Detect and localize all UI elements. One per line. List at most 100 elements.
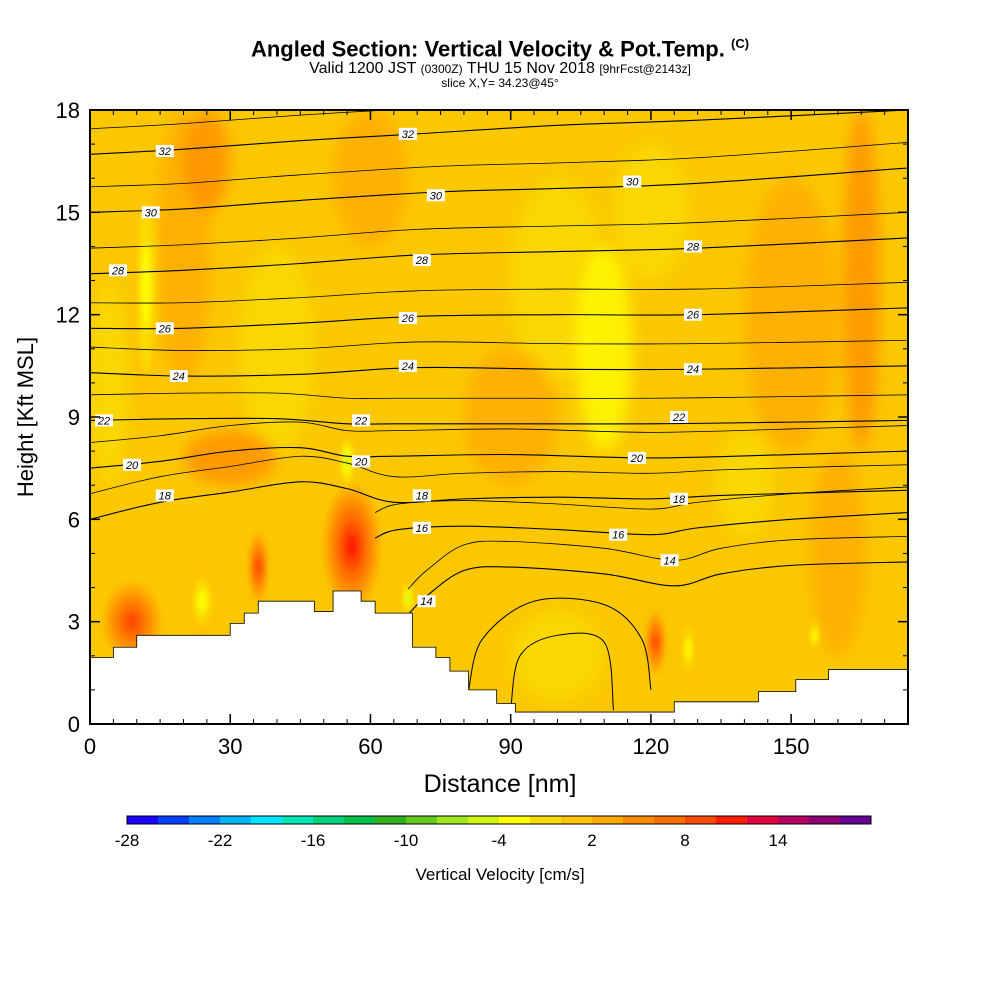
valid-date: THU 15 Nov 2018 <box>466 60 595 77</box>
label-box <box>155 322 174 335</box>
isentrope-22 <box>90 417 908 425</box>
colorbar-swatch <box>561 816 593 824</box>
isentrope-minor <box>90 392 908 400</box>
label-text: 26 <box>158 323 172 335</box>
isentrope-minor <box>90 211 908 249</box>
label-text: 16 <box>612 530 625 542</box>
label-text: 32 <box>402 129 414 141</box>
colorbar-swatch <box>406 816 438 824</box>
y-tick-label: 12 <box>56 303 80 328</box>
x-tick-label: 150 <box>773 734 810 759</box>
y-tick-label: 0 <box>68 712 80 737</box>
isentrope-18 <box>90 481 908 520</box>
colorbar-swatch <box>375 816 407 824</box>
label-box <box>352 455 371 468</box>
colorbar-swatch <box>499 816 531 824</box>
isentrope-26 <box>90 307 908 330</box>
colorbar-swatch <box>220 816 252 824</box>
colorbar-tick-label: -10 <box>394 831 419 850</box>
isentrope-24 <box>90 365 908 377</box>
label-box <box>683 363 702 376</box>
velocity-cell <box>652 634 659 650</box>
field-texture <box>90 110 880 701</box>
label-box <box>398 127 417 140</box>
colorbar-swatch <box>716 816 748 824</box>
label-text: 24 <box>686 364 699 376</box>
colorbar-swatch <box>685 816 717 824</box>
colorbar-tick-label: -4 <box>491 831 506 850</box>
y-tick-label: 9 <box>68 405 80 430</box>
field-blob <box>510 611 605 701</box>
colorbar-swatch <box>282 816 314 824</box>
field-blob <box>613 144 689 281</box>
y-tick-label: 18 <box>56 98 80 123</box>
colorbar-swatch <box>158 816 190 824</box>
field-blob <box>716 434 773 537</box>
isentrope-label: 30 <box>623 175 642 189</box>
colorbar-swatch <box>344 816 376 824</box>
isentrope-minor <box>90 110 395 130</box>
label-box <box>609 528 628 541</box>
isentrope-minor <box>90 142 908 188</box>
label-text: 28 <box>415 255 429 267</box>
field-blob <box>744 178 838 452</box>
velocity-cell <box>141 244 151 331</box>
isentrope-label: 18 <box>155 489 174 502</box>
velocity-cells <box>104 157 818 684</box>
label-text: 18 <box>416 490 429 502</box>
colorbar-swatch <box>530 816 562 824</box>
isentrope-label: 30 <box>426 189 445 202</box>
velocity-cell <box>125 612 140 632</box>
label-box <box>417 595 436 608</box>
colorbar-swatch <box>747 816 779 824</box>
label-box <box>683 240 702 253</box>
isentrope-label: 32 <box>398 127 417 141</box>
forecast-info: [9hrFcst@2143z] <box>599 62 691 76</box>
isentrope-20 <box>90 446 908 469</box>
label-box <box>141 206 160 219</box>
isentrope-lines <box>90 110 908 711</box>
field-blob <box>809 451 866 656</box>
y-axis-label: Height [Kft MSL] <box>13 337 38 497</box>
label-box <box>669 411 688 423</box>
isentrope-label: 24 <box>683 363 702 376</box>
isentrope-label: 16 <box>609 528 628 542</box>
label-text: 26 <box>401 313 415 325</box>
slice-info: slice X,Y= 34.23@45° <box>441 76 559 90</box>
isentrope-minor <box>90 455 908 495</box>
label-box <box>426 189 445 202</box>
label-box <box>109 264 128 277</box>
circulation-contour <box>468 597 652 691</box>
label-box <box>169 370 188 383</box>
label-text: 32 <box>159 146 171 158</box>
isentrope-label: 18 <box>669 492 688 506</box>
label-text: 26 <box>686 310 700 322</box>
velocity-cell <box>811 628 818 643</box>
isentrope-label: 22 <box>669 411 688 424</box>
velocity-cell <box>404 592 411 603</box>
label-box <box>398 312 417 325</box>
x-tick-label: 30 <box>218 734 242 759</box>
colorbar-swatch <box>313 816 345 824</box>
velocity-cell <box>346 534 358 559</box>
y-tick-label: 3 <box>68 610 80 635</box>
colorbar-swatch <box>189 816 221 824</box>
label-box <box>352 414 371 427</box>
field-blob <box>183 110 231 213</box>
isentrope-32 <box>90 110 908 155</box>
label-text: 14 <box>420 596 432 608</box>
label-box <box>683 308 702 321</box>
plot-area: 32 32 30 30 30 28 28 28 26 26 26 24 24 24 22 22 22 20 20 20… <box>90 110 908 724</box>
isentrope-minor <box>407 535 908 590</box>
colorbar-swatch <box>437 816 469 824</box>
copyright-mark: (C) <box>731 36 750 51</box>
terrain-layer <box>90 590 908 724</box>
colorbar-swatch <box>468 816 500 824</box>
colorbar-tick-label: -16 <box>301 831 326 850</box>
isentrope-label: 32 <box>155 144 174 158</box>
label-box <box>155 144 174 157</box>
label-text: 22 <box>672 412 685 424</box>
isentrope-label: 28 <box>412 254 431 267</box>
colorbar: -28 -22 -16 -10 -4 2 8 14 <box>115 815 872 850</box>
isentrope-label: 24 <box>398 359 417 373</box>
